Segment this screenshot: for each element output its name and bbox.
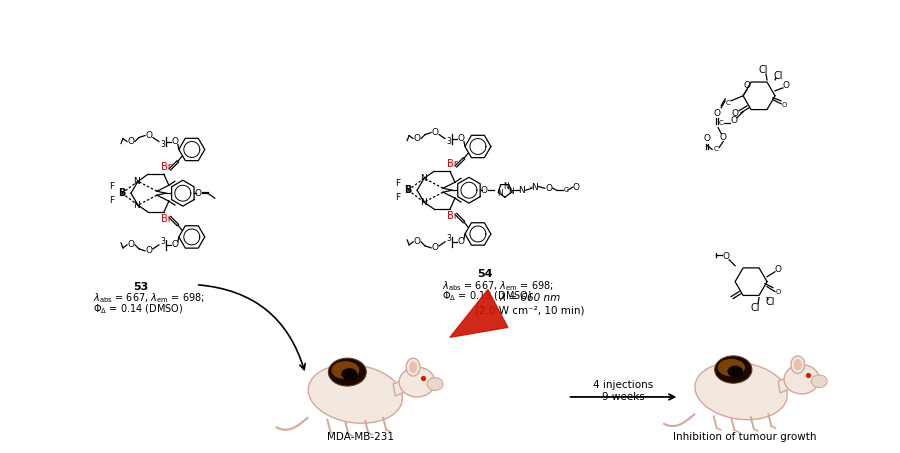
- Text: $\Phi_\Delta$ = 0.13 (DMSO): $\Phi_\Delta$ = 0.13 (DMSO): [442, 290, 533, 304]
- Ellipse shape: [717, 359, 745, 376]
- Text: N: N: [133, 201, 140, 210]
- Text: Cl: Cl: [773, 71, 783, 81]
- Ellipse shape: [695, 362, 788, 419]
- Text: O: O: [781, 102, 787, 108]
- Text: O: O: [704, 134, 711, 143]
- Text: N: N: [419, 174, 427, 183]
- Text: MDA-MB-231: MDA-MB-231: [327, 432, 394, 442]
- Polygon shape: [393, 378, 410, 396]
- Text: N: N: [508, 187, 514, 196]
- Text: O: O: [545, 184, 553, 193]
- Text: F: F: [110, 196, 114, 205]
- Text: C: C: [563, 187, 568, 193]
- Text: O: O: [775, 265, 781, 274]
- Text: F: F: [396, 193, 400, 202]
- Text: 4 injections: 4 injections: [593, 380, 653, 390]
- Text: C: C: [714, 146, 718, 153]
- Text: N: N: [133, 177, 140, 186]
- Text: O: O: [146, 246, 152, 255]
- Text: O: O: [714, 109, 721, 118]
- Ellipse shape: [341, 368, 357, 380]
- Text: N: N: [419, 198, 427, 207]
- Text: C: C: [725, 100, 731, 106]
- Text: O: O: [457, 134, 464, 143]
- Polygon shape: [778, 376, 794, 393]
- Text: O: O: [146, 131, 152, 140]
- Text: N: N: [518, 186, 526, 195]
- Ellipse shape: [727, 366, 743, 377]
- Ellipse shape: [400, 367, 435, 397]
- Text: O: O: [171, 241, 178, 250]
- Text: O: O: [720, 133, 726, 142]
- Text: O: O: [572, 183, 579, 192]
- Ellipse shape: [812, 375, 827, 388]
- Polygon shape: [450, 289, 508, 337]
- Ellipse shape: [410, 361, 417, 373]
- Text: 3: 3: [446, 234, 452, 243]
- Ellipse shape: [308, 365, 402, 423]
- Text: Cl: Cl: [759, 65, 768, 75]
- Text: O: O: [743, 82, 751, 90]
- Text: Br: Br: [160, 214, 171, 224]
- Text: (2.0 W cm⁻², 10 min): (2.0 W cm⁻², 10 min): [475, 305, 584, 315]
- Text: $\lambda_\mathrm{abs}$ = 667, $\lambda_\mathrm{em}$ = 698;: $\lambda_\mathrm{abs}$ = 667, $\lambda_\…: [93, 292, 205, 305]
- Text: O: O: [414, 237, 420, 246]
- Text: O: O: [481, 186, 488, 195]
- Text: N: N: [503, 182, 508, 191]
- Text: C: C: [719, 120, 724, 125]
- Text: Inhibition of tumour growth: Inhibition of tumour growth: [673, 432, 817, 442]
- Text: $\backsim$: $\backsim$: [526, 183, 535, 189]
- Text: O: O: [431, 243, 438, 252]
- Text: O: O: [128, 241, 134, 250]
- Text: N: N: [531, 183, 538, 192]
- Text: N: N: [497, 189, 503, 198]
- Text: Br: Br: [446, 159, 457, 169]
- FancyArrowPatch shape: [199, 285, 305, 370]
- Text: O: O: [431, 128, 438, 137]
- Text: O: O: [414, 134, 420, 143]
- Text: 53: 53: [133, 282, 148, 292]
- Text: O: O: [723, 252, 730, 261]
- Text: λ = 660 nm: λ = 660 nm: [500, 293, 561, 303]
- Text: $\lambda_\mathrm{abs}$ = 667, $\lambda_\mathrm{em}$ = 698;: $\lambda_\mathrm{abs}$ = 667, $\lambda_\…: [442, 279, 554, 293]
- Text: O: O: [128, 137, 134, 146]
- Text: 9 weeks: 9 weeks: [602, 392, 644, 402]
- Text: 3: 3: [160, 140, 166, 149]
- Text: Cl: Cl: [751, 303, 760, 313]
- Text: O: O: [457, 237, 464, 246]
- Text: B: B: [118, 188, 126, 198]
- Text: O: O: [171, 137, 178, 146]
- Text: 3: 3: [446, 137, 452, 146]
- Text: Cl: Cl: [765, 297, 775, 307]
- Text: 3: 3: [160, 237, 166, 246]
- Text: O: O: [782, 82, 789, 90]
- Text: Br: Br: [446, 211, 457, 221]
- Ellipse shape: [428, 377, 443, 390]
- Text: O: O: [731, 116, 738, 125]
- Text: B: B: [404, 185, 412, 195]
- Text: $\Phi_\Delta$ = 0.14 (DMSO): $\Phi_\Delta$ = 0.14 (DMSO): [93, 303, 184, 316]
- Ellipse shape: [794, 359, 802, 371]
- Text: Br: Br: [160, 162, 171, 172]
- Text: O: O: [732, 109, 739, 118]
- Ellipse shape: [331, 361, 359, 379]
- Text: O: O: [194, 189, 202, 198]
- Text: F: F: [396, 179, 400, 188]
- Ellipse shape: [328, 358, 366, 386]
- Ellipse shape: [406, 358, 420, 376]
- Text: F: F: [110, 182, 114, 191]
- Ellipse shape: [784, 365, 819, 394]
- Text: O: O: [775, 289, 780, 294]
- Text: 54: 54: [477, 269, 492, 279]
- Ellipse shape: [715, 356, 752, 383]
- Ellipse shape: [791, 356, 805, 373]
